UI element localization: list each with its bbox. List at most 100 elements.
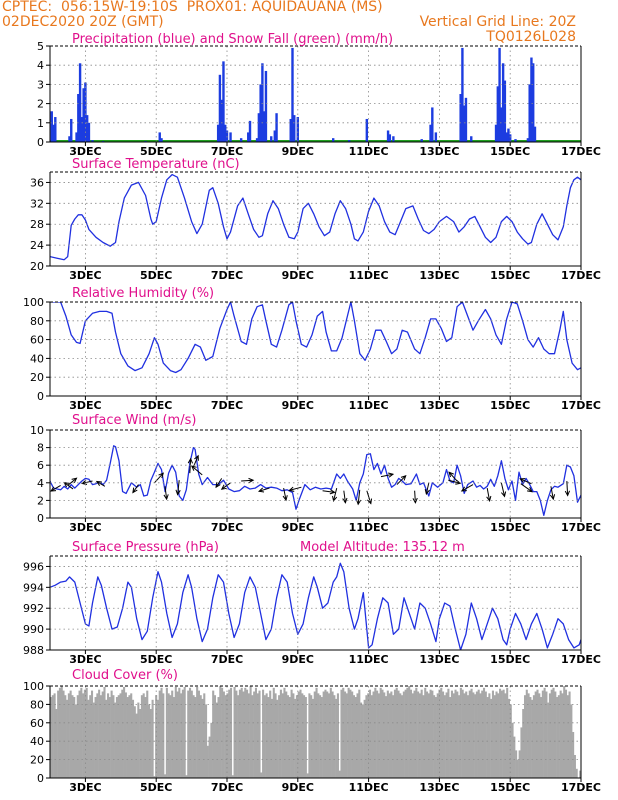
cloud-bar: [156, 699, 159, 778]
cloud-bar: [527, 693, 530, 778]
cloud-bar: [397, 690, 400, 778]
y-tick-label: 40: [30, 352, 44, 365]
cloud-bar: [76, 695, 79, 778]
cloud-bar: [253, 691, 256, 778]
cloud-bar: [210, 722, 213, 778]
x-tick-label: 5DEC: [140, 399, 172, 412]
cloud-bar: [212, 690, 215, 778]
wind-arrow-head: [564, 490, 571, 497]
wind-arrow: [520, 483, 533, 493]
cloud-bar: [228, 689, 231, 778]
cloud-bar: [431, 690, 434, 778]
x-tick-label: 3DEC: [69, 145, 101, 158]
cloud-bar: [208, 736, 211, 778]
cloud-bar: [506, 687, 509, 778]
cloud-bar: [534, 691, 537, 778]
precip-bar: [530, 57, 533, 142]
y-tick-label: 32: [30, 197, 44, 210]
precip-bar: [496, 86, 500, 142]
cloud-bar: [114, 702, 117, 778]
cloud-bar: [409, 689, 413, 778]
cloud-bar: [520, 727, 523, 778]
header-model-id: TQ0126L028: [486, 29, 576, 45]
x-tick-label: 9DEC: [282, 399, 314, 412]
panel-6: [46, 685, 582, 782]
wind-arrow: [177, 480, 180, 495]
cloud-bar: [94, 697, 97, 778]
cloud-bar: [110, 690, 113, 778]
x-tick-label: 7DEC: [211, 269, 243, 282]
cloud-bar: [178, 687, 181, 778]
precip-bar: [434, 132, 438, 142]
cloud-bar: [365, 695, 368, 778]
panel-3: [46, 301, 582, 400]
wind-arrow-head: [95, 480, 102, 486]
cloud-bar: [458, 695, 461, 778]
y-tick-label: 20: [30, 754, 44, 767]
series-line: [50, 445, 581, 517]
cloud-bar: [131, 699, 135, 778]
cloud-bar: [283, 687, 286, 778]
cloud-bar: [224, 695, 227, 778]
cloud-bar: [349, 689, 352, 778]
cloud-bar: [213, 695, 217, 778]
cloud-bar: [237, 695, 240, 778]
cloud-bar: [124, 692, 127, 778]
cloud-bar: [540, 697, 543, 778]
cloud-bar: [192, 695, 195, 778]
cloud-bar: [377, 693, 380, 778]
cloud-bar: [82, 693, 85, 778]
cloud-bar: [564, 689, 568, 778]
y-tick-label: 100: [23, 296, 44, 309]
cloud-bar: [358, 689, 361, 778]
x-tick-label: 11DEC: [349, 653, 389, 666]
cloud-bar: [121, 689, 124, 778]
x-tick-label: 17DEC: [561, 269, 601, 282]
panel-title: Cloud Cover (%): [72, 668, 178, 683]
cloud-bar: [340, 689, 343, 778]
cloud-bar: [566, 695, 569, 778]
cloud-bar: [221, 687, 224, 778]
precip-bar: [532, 63, 535, 142]
cloud-bar: [101, 691, 104, 778]
x-tick-label: 15DEC: [490, 781, 530, 794]
precip-bar: [507, 128, 510, 142]
wind-arrow: [425, 482, 430, 495]
cloud-bar: [322, 691, 325, 778]
wind-arrow-head: [367, 498, 373, 505]
cloud-bar: [475, 691, 478, 778]
precip-bar: [255, 138, 259, 142]
precip-bar: [77, 94, 80, 142]
y-tick-label: 20: [30, 260, 44, 273]
cloud-bar: [557, 695, 560, 778]
cloud-bar: [249, 686, 252, 778]
cloud-bar: [486, 697, 489, 778]
wind-arrow-head: [187, 457, 194, 464]
cloud-bar: [128, 695, 131, 778]
cloud-bar: [491, 690, 494, 778]
x-tick-label: 9DEC: [282, 653, 314, 666]
cloud-bar: [507, 698, 511, 778]
cloud-bar: [251, 695, 254, 778]
cloud-bar: [342, 687, 345, 778]
cloud-bar: [320, 697, 323, 778]
cloud-bar: [545, 691, 548, 778]
wind-arrow-head: [527, 487, 533, 493]
precip-bar: [431, 107, 434, 142]
cloud-bar: [482, 687, 486, 778]
cloud-bar: [205, 704, 208, 778]
wind-arrow-head: [412, 497, 418, 504]
wind-arrow: [366, 490, 372, 504]
cloud-bar: [440, 687, 443, 778]
cloud-bar: [231, 775, 234, 778]
cloud-bar: [162, 693, 165, 778]
y-tick-label: 3: [37, 78, 44, 91]
cloud-bar: [181, 689, 184, 778]
y-tick-label: 990: [23, 623, 44, 636]
x-tick-label: 5DEC: [140, 269, 172, 282]
x-tick-label: 15DEC: [490, 521, 530, 534]
y-tick-label: 992: [23, 602, 44, 615]
cloud-bar: [142, 693, 145, 778]
cloud-bar: [295, 695, 298, 778]
wind-arrow: [520, 478, 532, 485]
